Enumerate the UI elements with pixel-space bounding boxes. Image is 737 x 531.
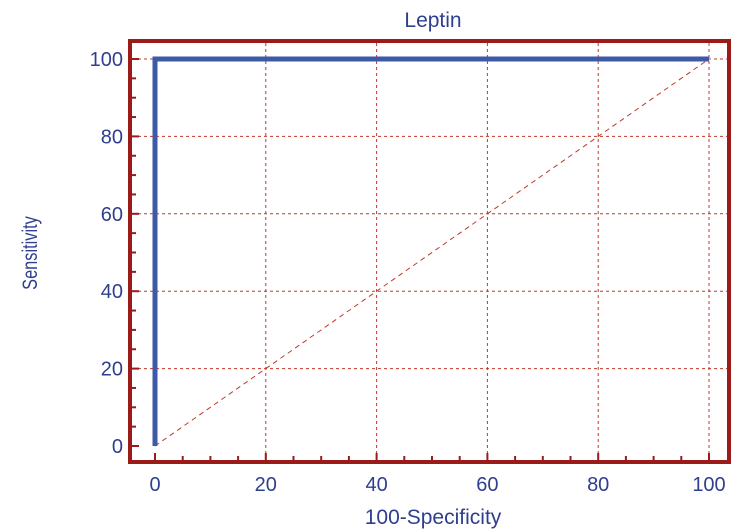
x-axis-label: 100-Specificity — [365, 506, 502, 529]
y-tick-label: 100 — [90, 49, 123, 71]
x-tick-label: 80 — [587, 474, 609, 496]
x-tick-label: 100 — [692, 474, 725, 496]
y-axis-label: Sensitivity — [18, 216, 41, 290]
roc-curve-line — [152, 56, 709, 446]
y-tick-label: 40 — [101, 281, 123, 303]
y-tick-label: 80 — [101, 126, 123, 148]
y-tick-label: 20 — [101, 359, 123, 381]
x-tick-label: 0 — [149, 474, 160, 496]
y-tick-label: 0 — [112, 436, 123, 458]
plot-area: 0 20 40 60 80 100 0 20 40 60 80 100 — [90, 39, 731, 496]
x-tick-label: 40 — [365, 474, 387, 496]
y-tick-label: 60 — [101, 204, 123, 226]
reference-diagonal-line — [154, 58, 710, 447]
chart-title: Leptin — [404, 9, 461, 32]
x-tick-label: 60 — [476, 474, 498, 496]
plot-frame — [128, 39, 731, 464]
x-tick-label: 20 — [255, 474, 277, 496]
